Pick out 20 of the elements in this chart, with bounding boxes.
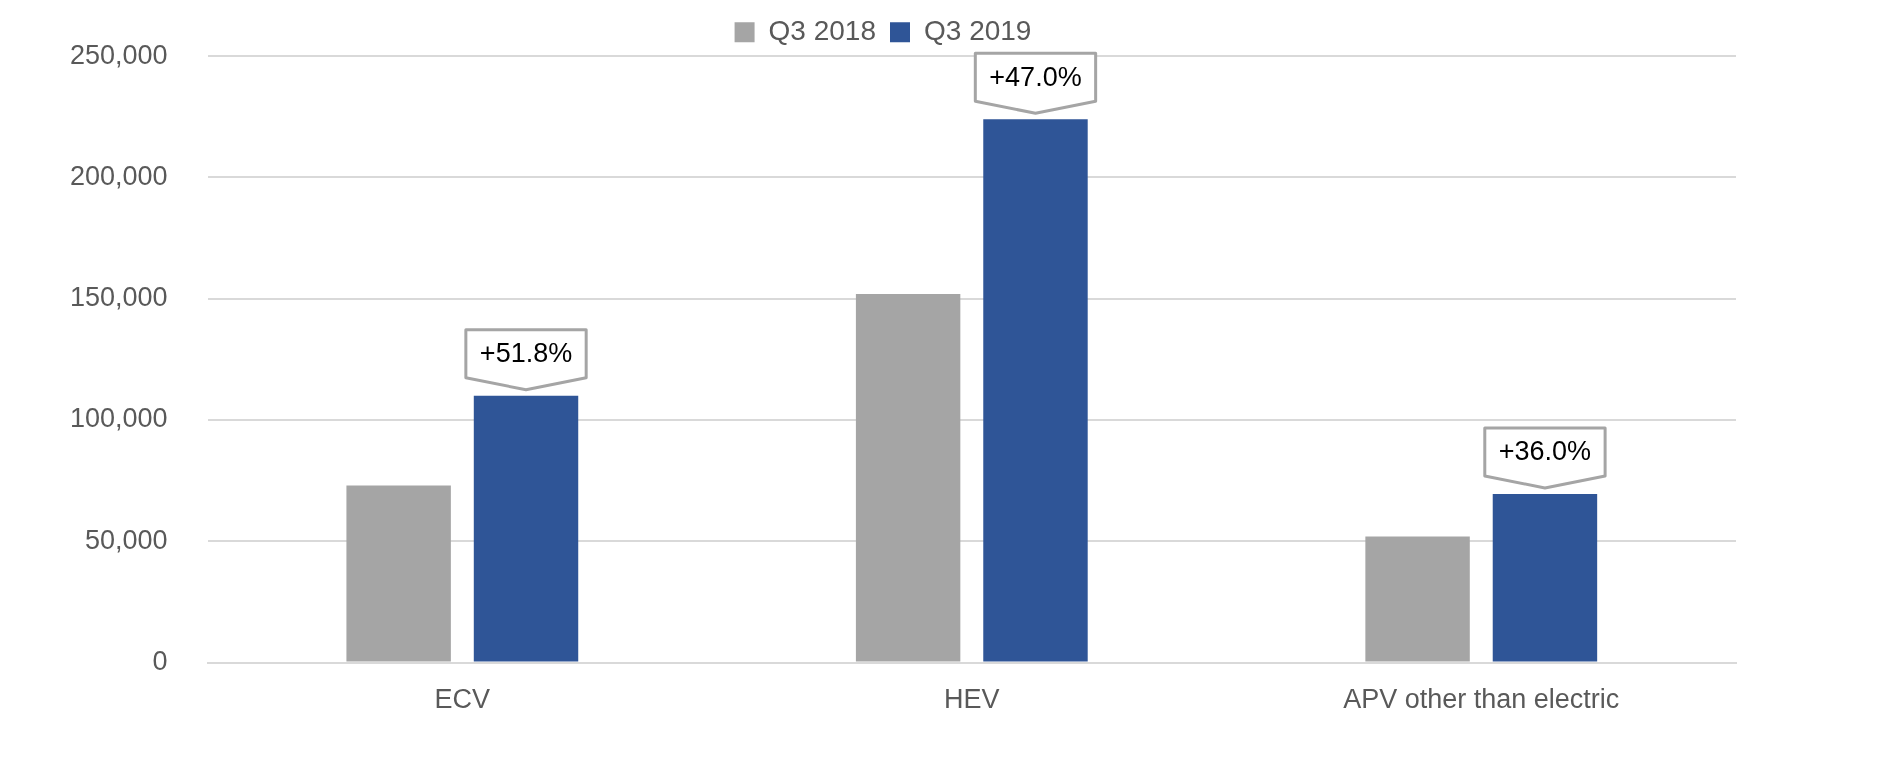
x-tick-label: ECV [434,684,491,715]
y-tick-label: 50,000 [85,524,168,555]
bar [473,395,579,662]
bar [346,485,451,662]
x-tick-label: HEV [944,684,1000,715]
y-tick-label: 150,000 [69,282,168,313]
annotation: +36.0% [1498,436,1592,467]
y-tick-label: 100,000 [69,403,168,434]
y-tick-label: 0 [152,646,168,677]
annotation: +47.0% [989,61,1082,92]
y-tick-label: 250,000 [69,39,168,70]
bar [1492,494,1598,662]
annotation: +51.8% [479,338,573,369]
bar [983,119,1088,662]
bar [855,293,961,662]
bar [1365,536,1470,662]
legend-label: Q3 2019 [924,14,1032,46]
legend-label: Q3 2018 [768,14,876,46]
x-tick-label: APV other than electric [1343,684,1620,715]
y-tick-label: 200,000 [69,160,168,191]
